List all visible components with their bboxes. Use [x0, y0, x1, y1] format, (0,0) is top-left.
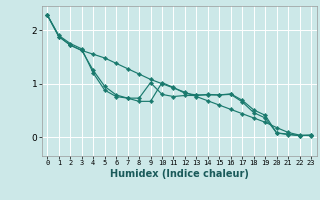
X-axis label: Humidex (Indice chaleur): Humidex (Indice chaleur): [110, 169, 249, 179]
